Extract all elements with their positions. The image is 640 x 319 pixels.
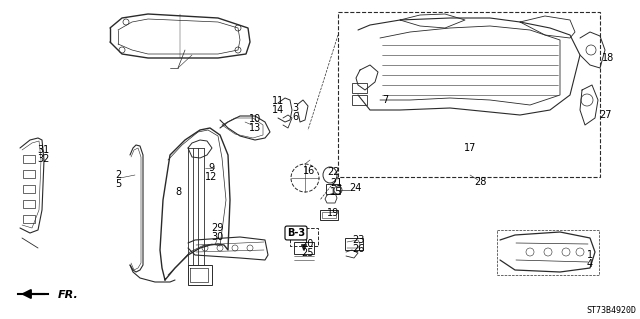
Bar — [320, 210, 338, 220]
Text: 8: 8 — [175, 187, 181, 197]
Text: 12: 12 — [205, 172, 217, 182]
Text: B-3: B-3 — [287, 228, 305, 238]
Text: 29: 29 — [211, 223, 223, 233]
Text: 9: 9 — [208, 163, 214, 173]
Text: 14: 14 — [272, 105, 284, 115]
Text: 16: 16 — [303, 166, 315, 176]
Text: 7: 7 — [382, 95, 388, 105]
Text: 26: 26 — [352, 244, 364, 254]
Text: 5: 5 — [115, 179, 121, 189]
Text: 6: 6 — [292, 112, 298, 122]
Bar — [23, 155, 35, 163]
Text: 15: 15 — [330, 187, 342, 197]
Bar — [188, 265, 212, 285]
Bar — [23, 185, 35, 193]
Bar — [23, 200, 35, 208]
Text: FR.: FR. — [58, 290, 79, 300]
Text: 22: 22 — [327, 167, 339, 177]
Text: 10: 10 — [249, 114, 261, 124]
Text: 21: 21 — [330, 178, 342, 188]
Text: 25: 25 — [301, 248, 313, 258]
Bar — [345, 238, 363, 250]
Text: 17: 17 — [464, 143, 476, 153]
Text: 1: 1 — [587, 250, 593, 260]
Bar — [338, 12, 600, 177]
Text: 32: 32 — [37, 154, 49, 164]
Text: 18: 18 — [602, 53, 614, 63]
Text: 13: 13 — [249, 123, 261, 133]
Text: ST73B4920D: ST73B4920D — [586, 306, 636, 315]
Bar — [23, 215, 35, 223]
Bar — [326, 184, 340, 194]
Bar — [497, 230, 599, 275]
Text: 27: 27 — [600, 110, 612, 120]
Text: 2: 2 — [115, 170, 121, 180]
Text: 11: 11 — [272, 96, 284, 106]
Text: 19: 19 — [327, 208, 339, 218]
Bar — [352, 95, 367, 105]
Text: 4: 4 — [587, 259, 593, 269]
Text: 28: 28 — [474, 177, 486, 187]
Text: 23: 23 — [352, 235, 364, 245]
Bar — [290, 228, 318, 246]
Text: 20: 20 — [301, 239, 313, 249]
Text: 24: 24 — [349, 183, 361, 193]
Bar — [352, 83, 367, 93]
Bar — [23, 170, 35, 178]
Text: 31: 31 — [37, 145, 49, 155]
Text: 30: 30 — [211, 232, 223, 242]
Bar — [322, 212, 336, 218]
Text: 3: 3 — [292, 103, 298, 113]
Bar — [294, 242, 314, 254]
